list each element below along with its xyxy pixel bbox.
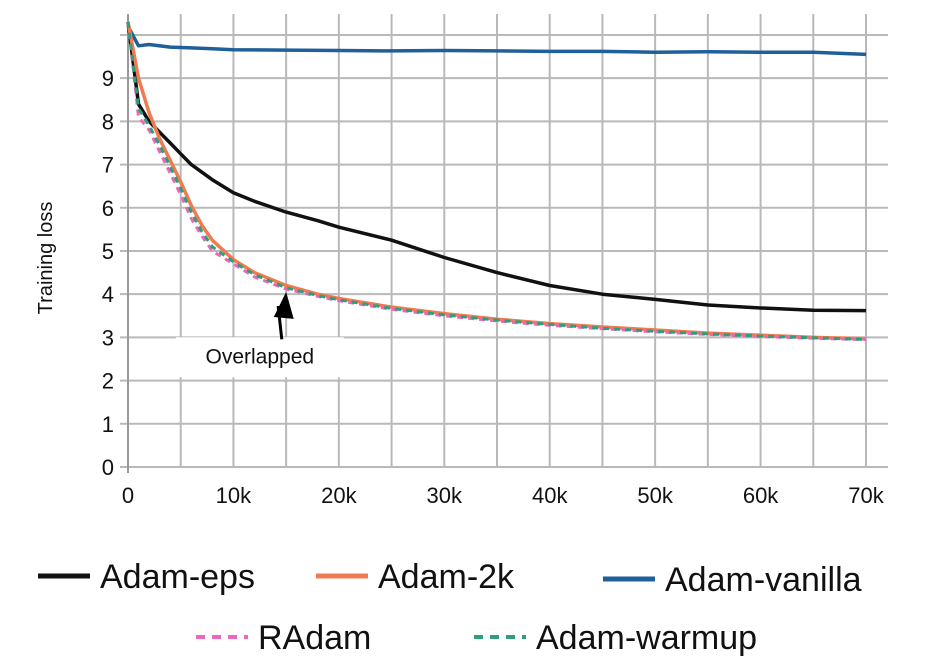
legend: Adam-eps Adam-2k Adam-vanilla RAdam Adam-war… (38, 558, 862, 657)
y-tick-label-4: 4 (102, 282, 114, 307)
x-tick-label-7: 70k (848, 483, 884, 508)
annotation-arrowhead (273, 292, 294, 319)
x-tick-label-4: 40k (532, 483, 568, 508)
data-series (126, 21, 867, 341)
y-tick-label-3: 3 (102, 325, 114, 350)
y-tick-label-1: 1 (102, 412, 114, 437)
y-tick-label-2: 2 (102, 369, 114, 394)
series-line-adam-eps (126, 21, 867, 313)
legend-label-adam-eps: Adam-eps (100, 558, 255, 596)
annotation-background (175, 337, 344, 378)
x-tick-label-0: 0 (122, 483, 134, 508)
x-tick-label-5: 50k (637, 483, 673, 508)
x-tick-label-3: 30k (427, 483, 463, 508)
series-line-adam-warmup (126, 21, 867, 341)
y-tick-label-7: 7 (102, 153, 114, 178)
legend-label-adam-vanilla: Adam-vanilla (665, 561, 862, 599)
legend-label-radam: RAdam (258, 619, 371, 657)
series-line-adam-vanilla (126, 25, 867, 57)
y-axis-label: Training loss (35, 202, 57, 315)
x-tick-label-1: 10k (216, 483, 252, 508)
legend-label-adam-warmup: Adam-warmup (536, 619, 757, 657)
x-tick-label-2: 20k (321, 483, 357, 508)
tick-labels: 0 10k 20k 30k 40k 50k 60k 70k 0 1 2 3 4 5 6 7 8 9 (102, 66, 885, 508)
overlapped-annotation: Overlapped (175, 292, 344, 378)
y-tick-label-9: 9 (102, 66, 114, 91)
grid-lines (120, 14, 888, 468)
y-tick-label-5: 5 (102, 239, 114, 264)
y-tick-label-6: 6 (102, 196, 114, 221)
y-tick-label-0: 0 (102, 455, 114, 480)
x-tick-label-6: 60k (743, 483, 779, 508)
series-line-radam (126, 21, 867, 341)
annotation-text: Overlapped (205, 345, 314, 368)
y-tick-label-8: 8 (102, 109, 114, 134)
legend-label-adam-2k: Adam-2k (378, 558, 515, 596)
